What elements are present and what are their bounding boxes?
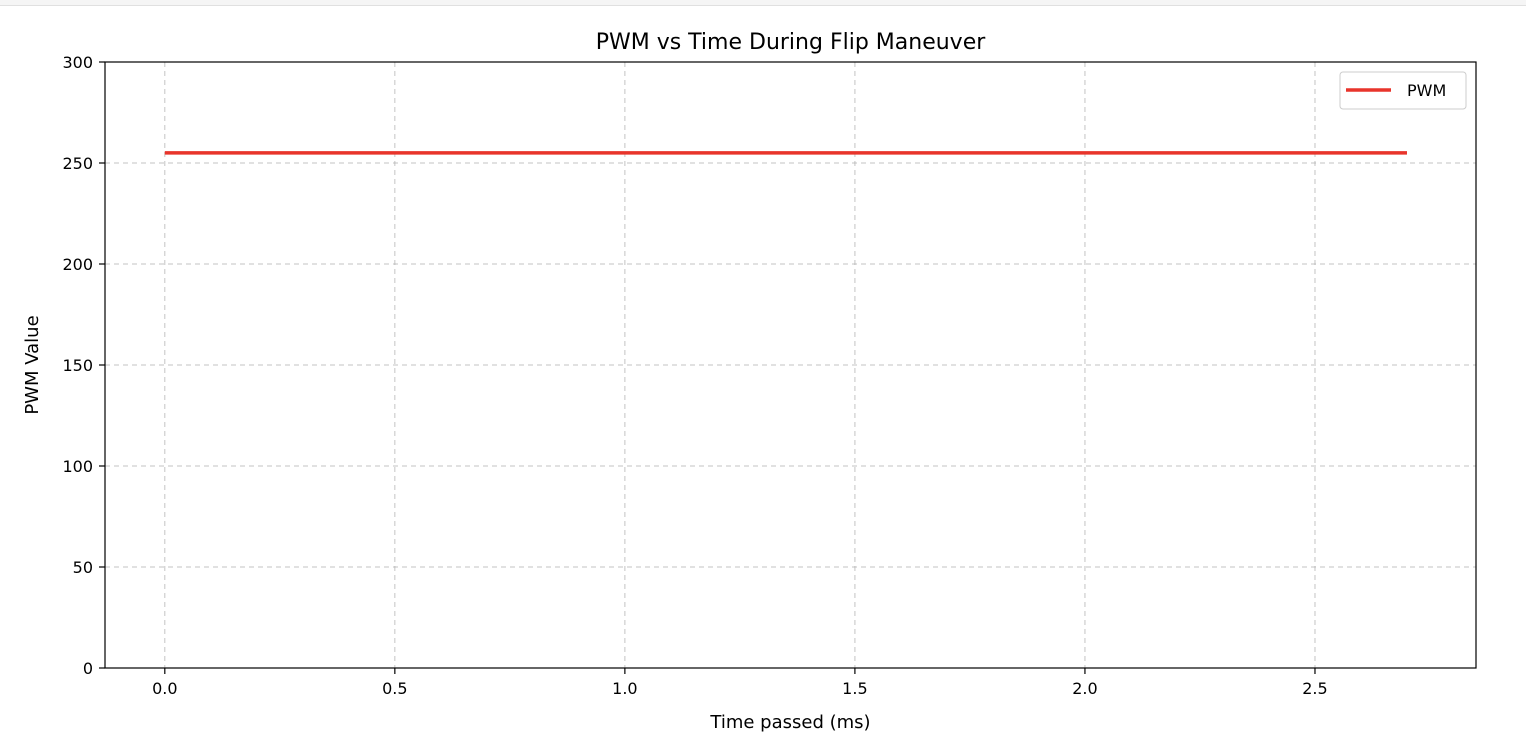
x-tick-label: 1.0: [612, 679, 637, 698]
x-axis-ticks: 0.0 0.5 1.0 1.5 2.0 2.5: [152, 668, 1328, 698]
x-tick-label: 0.0: [152, 679, 177, 698]
y-axis-label: PWM Value: [22, 315, 43, 414]
x-axis-label: Time passed (ms): [709, 712, 870, 733]
y-tick-label: 100: [62, 457, 93, 476]
legend: PWM: [1339, 71, 1467, 110]
y-tick-label: 50: [73, 558, 93, 577]
y-tick-label: 200: [62, 255, 93, 274]
y-tick-label: 0: [83, 659, 93, 678]
x-tick-label: 0.5: [382, 679, 407, 698]
y-tick-label: 150: [62, 356, 93, 375]
chart-title: PWM vs Time During Flip Maneuver: [596, 30, 987, 55]
legend-label-pwm: PWM: [1407, 81, 1446, 100]
x-tick-label: 1.5: [842, 679, 867, 698]
y-tick-label: 300: [62, 53, 93, 72]
x-tick-label: 2.0: [1072, 679, 1097, 698]
notebook-cell-topbar: [0, 0, 1526, 6]
x-tick-label: 2.5: [1302, 679, 1327, 698]
legend-box: [1339, 71, 1467, 110]
y-axis-ticks: 0 50 100 150 200 250 300: [62, 53, 105, 678]
y-tick-label: 250: [62, 154, 93, 173]
